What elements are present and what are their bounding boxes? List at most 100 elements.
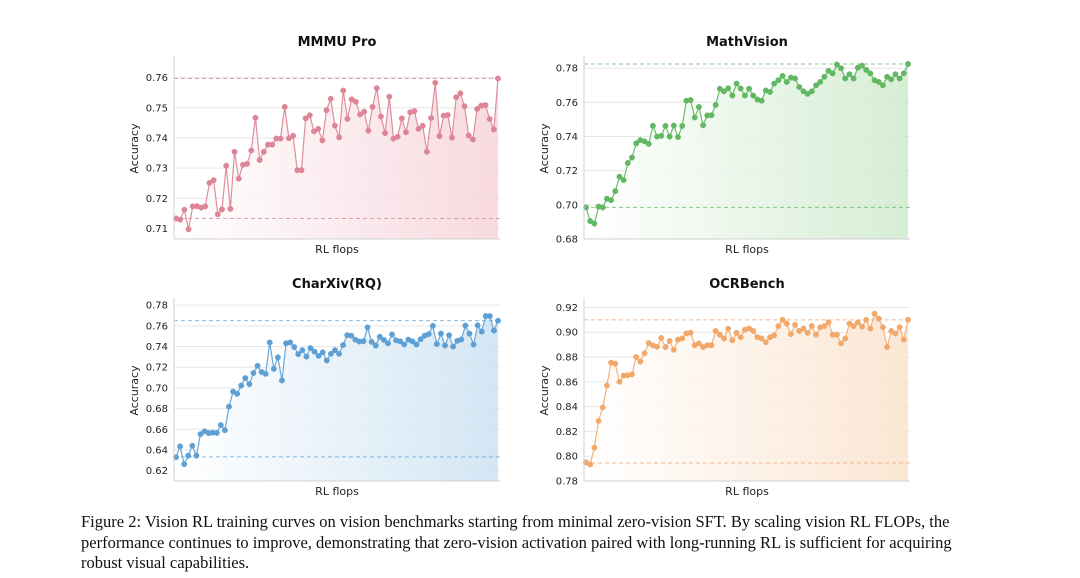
charxiv-rq-point: [291, 344, 298, 351]
mmmu-pro-point: [486, 115, 493, 122]
mathvision-ytick-label: 0.78: [556, 64, 578, 75]
charxiv-rq-point: [217, 422, 224, 428]
mathvision-point: [679, 123, 686, 129]
charxiv-rq-ytick-label: 0.68: [146, 404, 168, 415]
mathvision-ytick-label: 0.72: [556, 166, 578, 177]
mathvision-point: [670, 122, 677, 129]
charxiv-rq-point: [262, 370, 269, 377]
mmmu-pro-point: [260, 148, 267, 155]
mathvision-point: [729, 92, 736, 99]
ocrbench-ytick-label: 0.78: [556, 477, 578, 488]
mathvision-point: [896, 75, 903, 82]
mathvision-point: [616, 173, 623, 180]
mathvision-point: [859, 62, 865, 69]
charxiv-rq-ytick-label: 0.74: [146, 342, 168, 353]
mathvision-point: [649, 122, 656, 129]
mathvision-point: [721, 88, 727, 95]
mmmu-pro-point: [327, 95, 334, 102]
charxiv-rq-point: [490, 327, 497, 334]
mmmu-pro-point: [436, 133, 443, 140]
charxiv-rq-point: [213, 429, 220, 436]
charxiv-rq-area: [176, 316, 498, 481]
mathvision-point: [725, 85, 732, 92]
mmmu-pro-area: [176, 78, 498, 239]
charxiv-rq-point: [376, 333, 383, 340]
mmmu-pro-point: [386, 93, 393, 100]
mathvision-point: [695, 104, 702, 110]
mathvision-point: [758, 97, 765, 104]
mmmu-pro-point: [490, 126, 497, 133]
ocrbench-point: [783, 320, 790, 327]
ocrbench-point: [758, 335, 765, 342]
mathvision-point: [884, 73, 891, 80]
ocrbench-point: [804, 329, 811, 336]
figure-caption: Figure 2: Vision RL training curves on v…: [81, 512, 952, 572]
charxiv-rq-point: [274, 354, 281, 361]
ocrbench-point: [662, 344, 669, 351]
ocrbench-point: [900, 336, 907, 343]
ocrbench-point: [787, 331, 794, 338]
charxiv-rq-point: [340, 342, 347, 348]
mmmu-pro-point: [465, 132, 472, 139]
mathvision-point: [804, 90, 811, 97]
charxiv-rq-point: [360, 338, 367, 345]
charxiv-rq-point: [307, 345, 314, 352]
mathvision-point: [737, 85, 744, 92]
charxiv-rq-point: [389, 331, 395, 338]
mmmu-pro-point: [423, 148, 430, 155]
mathvision-ytick-label: 0.74: [556, 132, 578, 143]
mathvision-point: [808, 88, 815, 95]
mmmu-pro-point: [340, 87, 347, 94]
mmmu-pro-point: [365, 127, 372, 134]
charxiv-rq-point: [401, 341, 408, 348]
mathvision-point: [783, 78, 790, 85]
charxiv-rq-point: [177, 443, 184, 450]
mathvision-point: [599, 204, 606, 211]
ocrbench-point: [708, 342, 715, 349]
charxiv-rq-point: [254, 362, 261, 369]
ocrbench-area: [586, 313, 908, 481]
charxiv-rq-point: [246, 381, 253, 388]
ocrbench-point: [750, 328, 757, 334]
charxiv-rq-point: [380, 336, 387, 343]
mmmu-pro-point: [449, 134, 455, 141]
mmmu-pro-point: [185, 226, 192, 233]
ocrbench-point: [633, 354, 640, 360]
mmmu-pro-point: [444, 112, 451, 118]
charxiv-rq-point: [315, 352, 322, 359]
charxiv-rq-point: [303, 353, 310, 360]
chart-charxiv-rq: CharXiv(RQ) 0.62 0.64 0.66 0.68 0.70 0.72 0.74 0…: [128, 277, 501, 498]
mathvision-point: [775, 77, 782, 84]
ocrbench-point: [637, 358, 644, 365]
mmmu-pro-point: [415, 125, 422, 132]
ocrbench-ytick-label: 0.88: [556, 353, 578, 364]
charxiv-rq-point: [462, 322, 469, 329]
ocrbench-title: OCRBench: [709, 277, 785, 292]
mathvision-point: [645, 140, 652, 147]
mathvision-point: [792, 75, 799, 82]
charxiv-rq-point: [319, 349, 326, 356]
mathvision-point: [779, 72, 786, 79]
mathvision-point: [771, 80, 778, 87]
charxiv-rq-point: [446, 332, 453, 339]
mathvision-point: [583, 204, 589, 211]
mathvision-point: [691, 114, 698, 121]
charxiv-rq-point: [486, 313, 493, 319]
mmmu-pro-point: [382, 130, 389, 137]
charxiv-rq-point: [364, 324, 371, 331]
charxiv-rq-point: [221, 427, 228, 434]
mmmu-pro-ytick-label: 0.74: [146, 133, 168, 144]
mmmu-pro-point: [306, 112, 313, 119]
mathvision-point: [863, 67, 870, 73]
mmmu-pro-point: [248, 147, 255, 154]
charxiv-rq-point: [323, 357, 330, 364]
charxiv-rq-point: [193, 452, 200, 459]
mathvision-point: [675, 134, 681, 141]
ocrbench-point: [595, 417, 602, 424]
mathvision-point: [796, 84, 803, 90]
charxiv-rq-point: [226, 403, 232, 410]
charxiv-rq-point: [238, 382, 245, 389]
mmmu-pro-point: [323, 107, 330, 114]
ocrbench-point: [616, 378, 623, 385]
charxiv-rq-point: [327, 350, 334, 357]
